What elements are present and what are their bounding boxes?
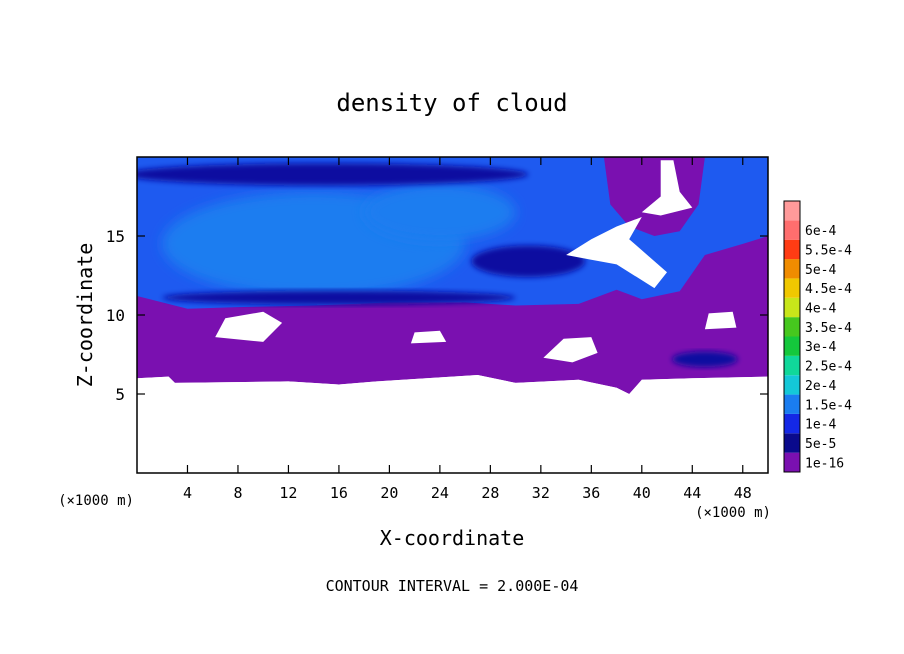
colorbar-swatch bbox=[784, 297, 800, 318]
colorbar-frame bbox=[783, 200, 801, 473]
colorbar-swatch bbox=[784, 355, 800, 376]
colorbar-label: 3e-4 bbox=[805, 340, 836, 355]
colorbar-swatch bbox=[784, 239, 800, 260]
colorbar-swatch bbox=[784, 452, 800, 472]
cloud-core-east bbox=[364, 183, 516, 241]
y-tick-label: 10 bbox=[106, 306, 125, 325]
colorbar-label: 4e-4 bbox=[805, 301, 836, 316]
upper-purple-gap bbox=[603, 157, 705, 236]
colorbar-label: 2e-4 bbox=[805, 379, 836, 394]
colorbar: 1e-16 5e-5 1e-4 1.5e-4 2e-4 2.5e-4 3e-4 3.5e-4 4… bbox=[783, 200, 852, 473]
x-tick-label: 28 bbox=[481, 484, 499, 502]
colorbar-swatch bbox=[784, 201, 800, 221]
dark-swirl bbox=[471, 245, 586, 278]
top-dark-band bbox=[137, 163, 529, 186]
x-axis-ticks: 4 8 12 16 20 24 28 32 36 40 44 48 bbox=[183, 157, 752, 502]
contour-interval-note: CONTOUR INTERVAL = 2.000E-04 bbox=[326, 577, 579, 595]
x-tick-label: 8 bbox=[233, 484, 242, 502]
heatmap-field bbox=[137, 157, 768, 473]
colorbar-label: 1e-16 bbox=[805, 456, 844, 471]
chart-title: density of cloud bbox=[336, 89, 567, 117]
clear-gap bbox=[566, 217, 667, 289]
x-tick-label: 4 bbox=[183, 484, 192, 502]
colorbar-label: 1.5e-4 bbox=[805, 398, 852, 413]
x-tick-label: 12 bbox=[279, 484, 297, 502]
x-tick-label: 36 bbox=[582, 484, 600, 502]
clear-gap bbox=[410, 330, 447, 344]
colorbar-label: 5e-4 bbox=[805, 263, 836, 278]
y-axis-label: Z-coordinate bbox=[73, 243, 97, 388]
clear-gap bbox=[543, 337, 598, 363]
colorbar-swatch bbox=[784, 433, 800, 453]
y-tick-label: 15 bbox=[106, 227, 125, 246]
colorbar-label: 1e-4 bbox=[805, 418, 836, 433]
colorbar-label: 3.5e-4 bbox=[805, 321, 852, 336]
colorbar-label: 6e-4 bbox=[805, 224, 836, 239]
x-tick-label: 48 bbox=[734, 484, 752, 502]
x-tick-label: 24 bbox=[431, 484, 449, 502]
x-axis-unit: (×1000 m) bbox=[695, 505, 771, 521]
x-tick-label: 40 bbox=[633, 484, 651, 502]
colorbar-swatch bbox=[784, 278, 800, 298]
y-axis-ticks: 5 10 15 bbox=[106, 227, 768, 404]
colorbar-swatch bbox=[784, 394, 800, 414]
clear-gap bbox=[641, 160, 693, 216]
colorbar-swatch bbox=[784, 375, 800, 395]
colorbar-label: 5.5e-4 bbox=[805, 243, 852, 258]
x-tick-label: 20 bbox=[380, 484, 398, 502]
lower-dark-band bbox=[162, 290, 516, 305]
x-axis-label: X-coordinate bbox=[380, 526, 525, 550]
clear-gap bbox=[704, 311, 737, 330]
colorbar-label: 2.5e-4 bbox=[805, 360, 852, 375]
colorbar-swatch bbox=[784, 413, 800, 434]
x-tick-label: 32 bbox=[532, 484, 550, 502]
dark-lens bbox=[672, 351, 738, 368]
colorbar-label: 5e-5 bbox=[805, 437, 836, 452]
colorbar-swatch bbox=[784, 336, 800, 356]
colorbar-swatch bbox=[784, 259, 800, 279]
x-tick-label: 44 bbox=[683, 484, 701, 502]
y-tick-label: 5 bbox=[115, 385, 125, 404]
clear-gap bbox=[215, 311, 283, 342]
clear-lower-region bbox=[137, 375, 768, 473]
colorbar-label: 4.5e-4 bbox=[805, 282, 852, 297]
x-tick-label: 16 bbox=[330, 484, 348, 502]
colorbar-swatch bbox=[784, 220, 800, 240]
colorbar-swatch bbox=[784, 317, 800, 337]
y-axis-unit: (×1000 m) bbox=[58, 493, 134, 509]
